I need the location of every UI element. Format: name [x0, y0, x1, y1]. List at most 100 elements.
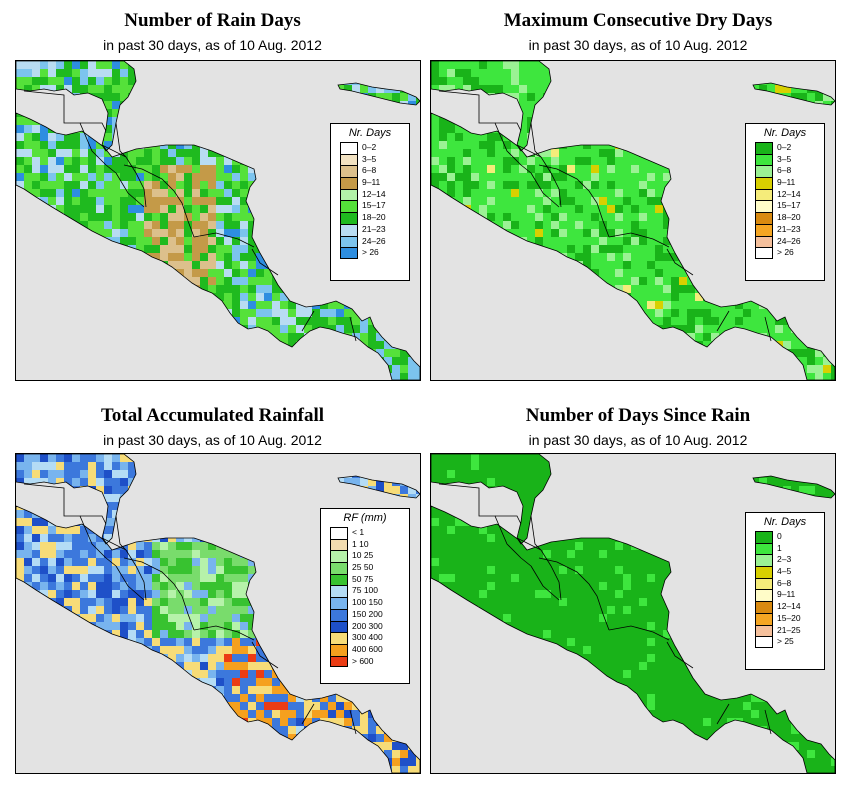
legend-item: 21–23: [746, 223, 824, 236]
legend-label: 400 600: [352, 643, 383, 654]
map-canvas: [16, 454, 420, 773]
legend-swatch: [340, 223, 358, 236]
legend-swatch: [755, 601, 773, 613]
legend-item: 12–14: [746, 601, 824, 613]
legend-label: 0–2: [777, 142, 792, 152]
legend-item: 3–5: [746, 153, 824, 166]
legend-swatch: [330, 655, 348, 668]
legend-label: 15–17: [777, 200, 801, 211]
legend-label: 24–26: [362, 235, 386, 246]
legend-swatch: [330, 538, 348, 551]
legend-swatch: [755, 554, 773, 567]
map-max-dry-days: Nr. Days 0–2 3–5 6–8 9–11 12–14 15–17 18–20 21–…: [430, 60, 836, 381]
legend-item: 0–2: [331, 142, 409, 154]
legend-swatch: [755, 235, 773, 248]
legend-label: 2–3: [777, 554, 792, 565]
legend-item: 9–11: [331, 177, 409, 189]
legend-swatch: [755, 165, 773, 178]
legend-label: 1 10: [352, 538, 369, 549]
legend: Nr. Days 0–2 3–5 6–8 9–11 12–14 15–17 18–20 21–…: [745, 123, 825, 281]
legend-label: 24–26: [777, 235, 801, 246]
legend-label: 21–25: [777, 624, 801, 635]
legend-swatch: [755, 624, 773, 637]
legend-item: 1 10: [321, 538, 409, 551]
legend-swatch: [330, 573, 348, 586]
panel-title: Number of Days Since Rain: [525, 405, 751, 426]
legend-swatch: [755, 589, 773, 602]
map-canvas: [431, 454, 835, 773]
legend-label: 200 300: [352, 620, 383, 631]
legend-item: 400 600: [321, 643, 409, 656]
legend-swatch: [340, 165, 358, 178]
legend-label: 21–23: [777, 223, 801, 234]
legend-item: 24–26: [331, 235, 409, 248]
panel-rain-days: Number of Rain Days in past 30 days, as …: [0, 0, 425, 390]
legend-label: 50 75: [352, 573, 374, 584]
legend-item: < 1: [321, 527, 409, 539]
legend-label: 6–8: [777, 165, 792, 176]
legend-label: > 600: [352, 655, 374, 666]
legend-label: 15–20: [777, 612, 801, 623]
legend-swatch: [340, 142, 358, 154]
legend-swatch: [755, 153, 773, 166]
legend-item: 12–14: [746, 188, 824, 201]
legend-item: > 26: [331, 247, 409, 259]
legend-swatch: [755, 200, 773, 213]
legend-item: 6–8: [746, 577, 824, 590]
map-outlines: [16, 61, 420, 380]
legend-item: 9–11: [746, 177, 824, 189]
legend-item: > 600: [321, 655, 409, 668]
legend-swatch: [340, 153, 358, 166]
legend-swatch: [330, 550, 348, 563]
legend-swatch: [755, 577, 773, 590]
legend-item: 6–8: [746, 165, 824, 178]
legend-swatch: [755, 142, 773, 154]
legend-label: < 1: [352, 527, 365, 537]
legend-label: 9–11: [362, 177, 381, 188]
legend-swatch: [340, 200, 358, 213]
legend-label: 12–14: [362, 188, 386, 199]
map-days-since-rain: Nr. Days 0 1 2–3 4–5 6–8 9–11 12–14 15–20 21–25 >…: [430, 453, 836, 774]
panel-subtitle: in past 30 days, as of 10 Aug. 2012: [103, 37, 322, 53]
legend-swatch: [755, 188, 773, 201]
legend-label: 9–11: [777, 589, 796, 600]
legend-item: 18–20: [331, 212, 409, 224]
legend-item: 9–11: [746, 589, 824, 602]
legend-item: 24–26: [746, 235, 824, 248]
legend-item: > 26: [746, 247, 824, 259]
panel-max-dry-days: Maximum Consecutive Dry Days in past 30 …: [425, 0, 851, 390]
legend-item: 15–17: [746, 200, 824, 213]
panel-title: Total Accumulated Rainfall: [100, 405, 325, 426]
legend-item: 2–3: [746, 554, 824, 567]
panel-days-since-rain: Number of Days Since Rain in past 30 day…: [425, 395, 851, 793]
legend-title: Nr. Days: [348, 127, 392, 139]
legend-item: 25 50: [321, 562, 409, 574]
legend-item: 6–8: [331, 165, 409, 178]
map-outlines: [431, 61, 835, 380]
legend-label: 3–5: [362, 153, 377, 164]
legend-swatch: [340, 188, 358, 201]
legend-label: 18–20: [362, 212, 386, 223]
legend-swatch: [755, 542, 773, 555]
legend-swatch: [330, 620, 348, 633]
panel-subtitle: in past 30 days, as of 10 Aug. 2012: [528, 37, 748, 53]
legend-label: 4–5: [777, 566, 792, 577]
legend-label: 18–20: [777, 212, 801, 223]
legend-item: > 25: [746, 636, 824, 648]
legend-item: 21–25: [746, 624, 824, 637]
legend-item: 15–17: [331, 200, 409, 213]
legend-label: 1: [777, 542, 782, 553]
legend-swatch: [330, 597, 348, 609]
legend-title: RF (mm): [343, 512, 387, 524]
legend-swatch: [340, 235, 358, 248]
legend-item: 15–20: [746, 612, 824, 625]
legend-swatch: [330, 585, 348, 598]
legend-swatch: [755, 566, 773, 578]
legend-label: > 26: [362, 247, 379, 258]
legend-title: Nr. Days: [763, 516, 807, 528]
panel-total-rainfall: Total Accumulated Rainfall in past 30 da…: [0, 395, 425, 793]
legend-item: 50 75: [321, 573, 409, 586]
legend-swatch: [330, 643, 348, 656]
panel-title: Number of Rain Days: [124, 10, 301, 31]
legend-swatch: [755, 223, 773, 236]
